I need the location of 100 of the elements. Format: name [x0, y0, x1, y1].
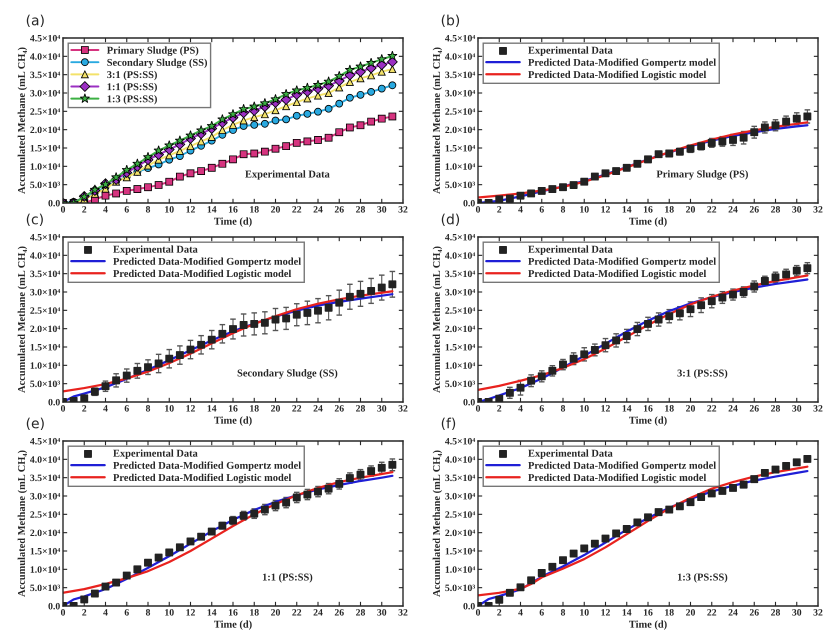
x-tick-label: 24	[314, 405, 323, 412]
y-tick-label: 4.0×10⁴	[445, 456, 476, 463]
x-tick-label: 26	[334, 609, 344, 616]
x-tick-label: 18	[250, 609, 259, 616]
x-tick-label: 32	[814, 609, 822, 616]
text: (c)	[26, 214, 43, 226]
x-tick-label: 18	[665, 609, 674, 616]
legend-label: Secondary Sludge (SS)	[107, 58, 208, 68]
x-tick-label: 10	[580, 206, 589, 213]
x-tick-label: 16	[228, 206, 238, 213]
x-tick-label: 28	[771, 405, 780, 412]
legend-label: Predicted Data-Modified Gompertz model	[528, 461, 716, 471]
x-tick-label: 22	[292, 405, 302, 412]
x-tick-label: 14	[208, 405, 216, 412]
y-tick-label: 4.5×10⁴	[445, 438, 476, 445]
y-tick-label: 0.0	[463, 602, 475, 610]
y-tick-label: 5.0×10³	[30, 584, 60, 592]
y-tick-label: 0.0	[48, 602, 60, 610]
text: (b)	[442, 14, 460, 28]
x-tick-label: 22	[292, 206, 302, 213]
x-tick-label: 32	[814, 405, 822, 412]
y-axis-title: Accumulated Methane (mL CH₄)	[432, 450, 442, 597]
x-tick-label: 18	[250, 206, 259, 213]
x-tick-label: 14	[622, 405, 632, 412]
x-tick-label: 14	[208, 609, 216, 616]
x-tick-label: 6	[540, 206, 544, 213]
y-tick-label: 4.0×10⁴	[445, 53, 476, 60]
x-tick-label: 20	[271, 609, 280, 616]
x-tick-label: 18	[665, 405, 674, 412]
x-tick-label: 28	[771, 206, 780, 213]
y-tick-label: 3.0×10⁴	[445, 90, 476, 97]
y-axis-title: Accumulated Methane (mL CH₄)	[18, 246, 28, 393]
legend-label: Experimental Data	[528, 245, 613, 255]
y-tick-label: 4.0×10⁴	[30, 53, 60, 60]
x-tick-label: 30	[377, 206, 386, 213]
x-tick-label: 12	[186, 206, 195, 213]
x-tick-label: 6	[124, 405, 129, 412]
y-tick-label: 4.5×10⁴	[445, 234, 476, 241]
y-tick-label: 2.5×10⁴	[30, 307, 60, 314]
x-tick-label: 28	[356, 609, 366, 616]
x-tick-label: 18	[250, 405, 259, 412]
x-tick-label: 4	[518, 206, 523, 213]
x-tick-label: 22	[292, 609, 302, 616]
y-axis-title: Accumulated Methane (mL CH₄)	[432, 48, 442, 194]
x-tick-label: 10	[580, 609, 589, 616]
y-tick-label: 3.0×10⁴	[445, 288, 476, 296]
x-tick-label: 12	[601, 206, 610, 213]
x-tick-label: 20	[686, 405, 695, 412]
text: (d)	[442, 214, 460, 226]
x-tick-label: 2	[497, 609, 502, 616]
x-tick-label: 28	[356, 206, 366, 213]
x-axis-title: Time (d)	[214, 416, 252, 426]
x-tick-label: 24	[314, 206, 323, 213]
x-tick-label: 26	[750, 405, 759, 412]
x-axis-title: Time (d)	[214, 217, 252, 227]
x-tick-label: 30	[377, 609, 386, 616]
x-tick-label: 12	[601, 405, 610, 412]
x-tick-label: 10	[580, 405, 589, 412]
x-tick-label: 4	[103, 206, 108, 213]
x-tick-label: 2	[497, 206, 502, 213]
x-tick-label: 30	[792, 609, 802, 616]
x-axis-title: Time (d)	[214, 620, 252, 630]
x-tick-label: 2	[497, 405, 502, 412]
x-tick-label: 22	[707, 206, 716, 213]
y-tick-label: 1.5×10⁴	[446, 144, 476, 152]
y-tick-label: 4.0×10⁴	[30, 252, 60, 259]
legend-label: Experimental Data	[113, 449, 198, 459]
legend-label: Predicted Data-Modified Gompertz model	[528, 257, 716, 267]
x-tick-label: 24	[314, 609, 323, 616]
y-tick-label: 4.5×10⁴	[30, 438, 60, 445]
y-tick-label: 5.0×10³	[445, 182, 476, 188]
x-tick-label: 4	[103, 609, 108, 616]
x-tick-label: 32	[814, 206, 822, 213]
y-tick-label: 1.0×10⁴	[30, 362, 60, 369]
x-tick-label: 20	[686, 609, 695, 616]
y-tick-label: 5.0×10³	[445, 380, 476, 388]
x-tick-label: 30	[792, 405, 802, 412]
y-tick-label: 4.5×10⁴	[445, 34, 476, 42]
x-tick-label: 18	[665, 206, 674, 213]
y-tick-label: 3.0×10⁴	[30, 288, 60, 296]
y-tick-label: 3.5×10⁴	[445, 72, 476, 78]
y-tick-label: 4.0×10⁴	[445, 252, 476, 259]
y-tick-label: 2.5×10⁴	[445, 108, 476, 115]
annotation: 1:1 (PS:SS)	[262, 573, 312, 583]
x-tick-label: 26	[750, 206, 759, 213]
y-tick-label: 3.0×10⁴	[30, 492, 60, 500]
y-tick-label: 1.0×10⁴	[446, 163, 476, 170]
y-tick-label: 0.0	[48, 200, 60, 207]
x-tick-label: 20	[271, 206, 280, 213]
x-tick-label: 6	[124, 609, 129, 616]
x-tick-label: 28	[771, 609, 780, 616]
x-tick-label: 8	[146, 405, 150, 412]
x-tick-label: 26	[334, 405, 344, 412]
y-tick-label: 2.0×10⁴	[30, 126, 60, 134]
legend-label: Predicted Data-Modified Gompertz model	[113, 461, 301, 471]
x-tick-label: 14	[622, 609, 632, 616]
x-tick-label: 28	[356, 405, 366, 412]
x-tick-label: 10	[165, 206, 174, 213]
x-tick-label: 0	[476, 609, 480, 616]
y-tick-label: 2.0×10⁴	[30, 530, 60, 536]
